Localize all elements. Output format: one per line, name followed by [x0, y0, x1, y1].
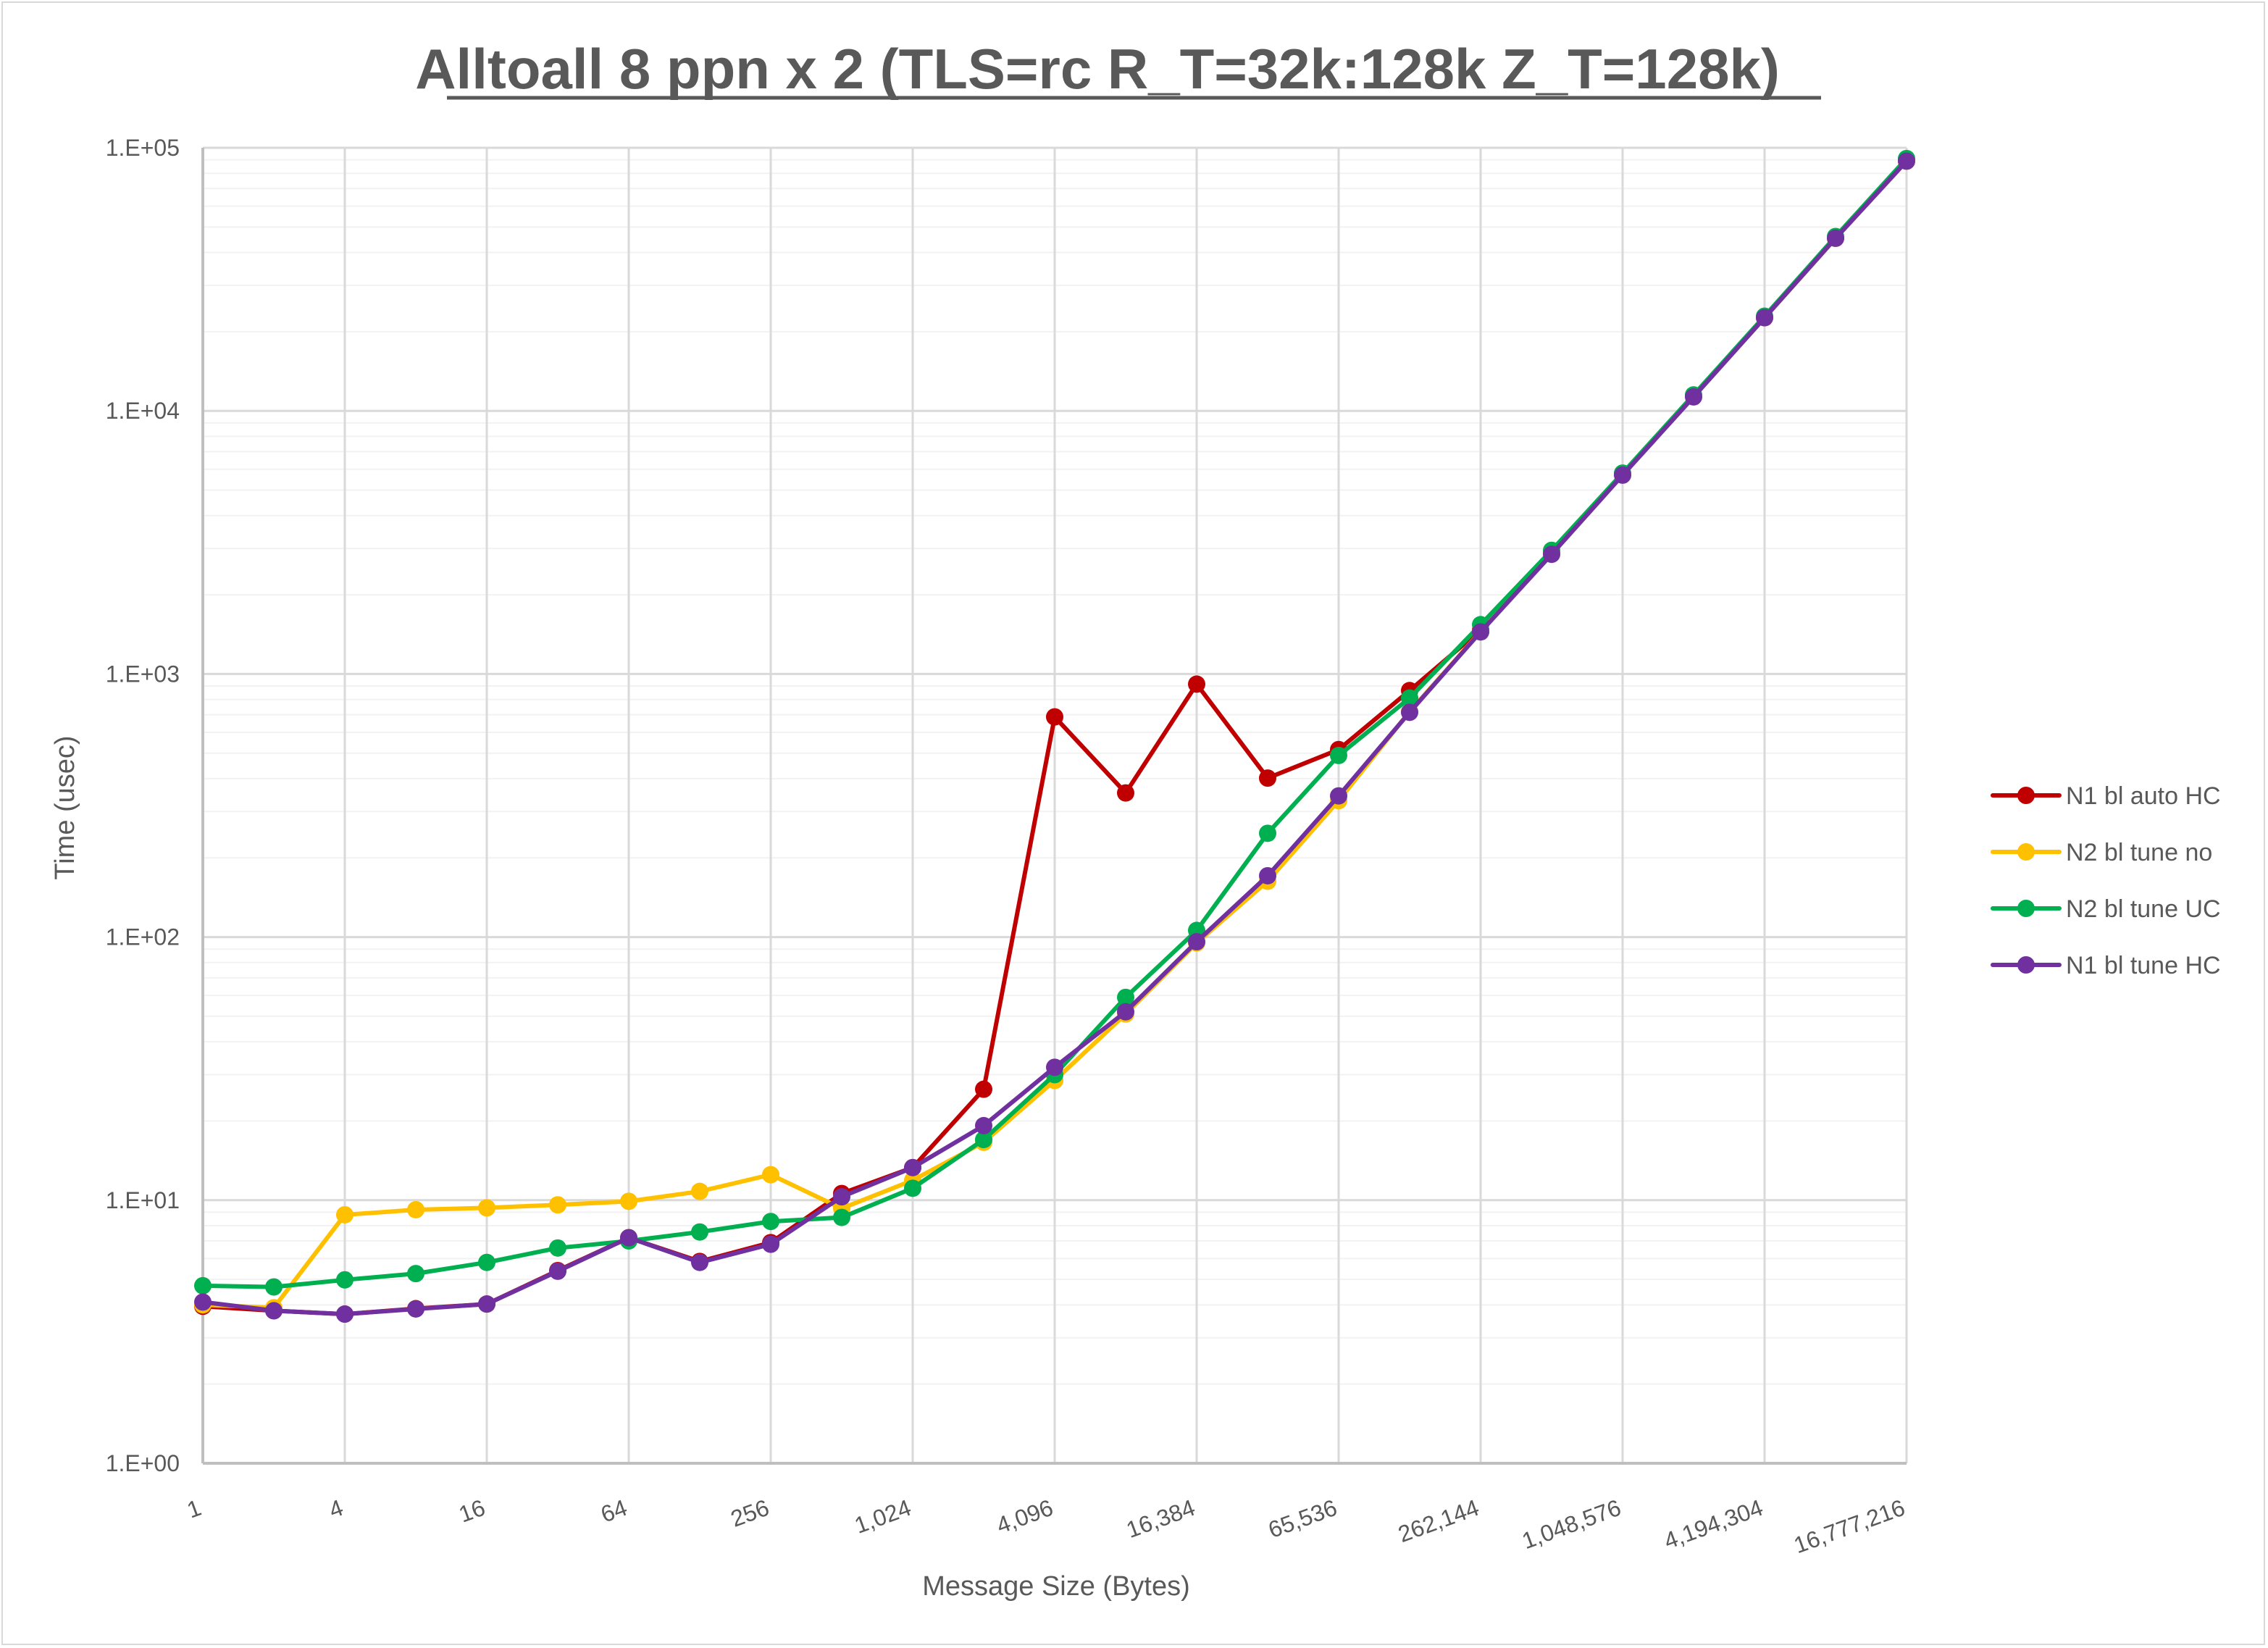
- data-point-marker: [762, 1213, 779, 1231]
- data-point-marker: [336, 1305, 353, 1323]
- data-point-marker: [1259, 824, 1276, 842]
- x-tick-label: 262,144: [1394, 1494, 1482, 1547]
- x-tick-label: 16,384: [1123, 1494, 1198, 1543]
- data-point-marker: [620, 1192, 637, 1210]
- data-point-marker: [1046, 1058, 1063, 1076]
- data-point-marker: [1188, 675, 1205, 693]
- data-point-marker: [691, 1223, 708, 1241]
- data-point-marker: [1188, 933, 1205, 951]
- x-tick-label: 1: [183, 1494, 204, 1523]
- data-point-marker: [762, 1235, 779, 1253]
- data-point-marker: [1330, 746, 1347, 764]
- data-point-marker: [478, 1199, 495, 1217]
- x-tick-label: 4,096: [993, 1494, 1057, 1539]
- data-point-marker: [549, 1239, 566, 1257]
- legend-label: N2 bl tune UC: [2066, 895, 2221, 923]
- data-point-marker: [194, 1276, 212, 1294]
- data-point-marker: [549, 1262, 566, 1280]
- y-tick-label: 1.E+04: [106, 398, 180, 424]
- data-point-marker: [1614, 466, 1631, 484]
- data-point-marker: [762, 1166, 779, 1184]
- legend: N1 bl auto HC N2 bl tune no N2 bl tune UC N…: [1991, 782, 2221, 979]
- legend-label: N1 bl auto HC: [2066, 782, 2221, 810]
- legend-label: N2 bl tune no: [2066, 839, 2212, 866]
- x-tick-label: 16: [456, 1494, 489, 1528]
- x-tick-label: 1,048,576: [1518, 1494, 1624, 1555]
- data-point-marker: [1117, 1003, 1134, 1021]
- data-point-marker: [1259, 769, 1276, 787]
- y-tick-label: 1.E+00: [106, 1450, 180, 1476]
- x-axis-tick-labels: 1 4 16 64 256 1,024 4,096 16,384 65,536 262,144 1,…: [183, 1494, 1908, 1559]
- y-tick-label: 1.E+01: [106, 1187, 180, 1213]
- chart-title: Alltoall 8 ppn x 2 (TLS=rc R_T=32k:128k …: [415, 37, 1780, 101]
- data-point-marker: [691, 1253, 708, 1271]
- x-tick-label: 256: [727, 1494, 772, 1532]
- legend-label: N1 bl tune HC: [2066, 952, 2221, 979]
- legend-item: N2 bl tune no: [1991, 839, 2212, 866]
- data-point-marker: [1756, 309, 1773, 327]
- series-layer: [194, 149, 1915, 1323]
- series-n1-bl-tune-hc: [194, 152, 1915, 1323]
- data-point-marker: [1330, 787, 1347, 805]
- x-tick-label: 16,777,216: [1791, 1494, 1909, 1559]
- data-point-marker: [336, 1271, 353, 1289]
- legend-marker-icon: [2017, 956, 2035, 974]
- y-tick-label: 1.E+05: [106, 135, 180, 161]
- data-point-marker: [1046, 708, 1063, 726]
- data-point-marker: [1685, 388, 1702, 406]
- data-point-marker: [194, 1293, 212, 1311]
- data-point-marker: [478, 1295, 495, 1313]
- x-tick-label: 1,024: [851, 1494, 915, 1539]
- data-point-marker: [1543, 545, 1560, 564]
- data-point-marker: [1401, 689, 1418, 707]
- data-point-marker: [1472, 623, 1489, 641]
- data-point-marker: [1898, 152, 1915, 170]
- legend-marker-icon: [2017, 900, 2035, 917]
- data-point-marker: [620, 1229, 637, 1247]
- legend-item: N1 bl auto HC: [1991, 782, 2221, 810]
- data-point-marker: [265, 1278, 283, 1296]
- data-point-marker: [904, 1158, 921, 1176]
- data-point-marker: [407, 1200, 424, 1218]
- x-tick-label: 4: [325, 1494, 346, 1523]
- legend-item: N1 bl tune HC: [1991, 952, 2221, 979]
- data-point-marker: [1117, 784, 1134, 802]
- data-point-marker: [407, 1300, 424, 1318]
- data-point-marker: [1827, 229, 1844, 247]
- data-point-marker: [478, 1253, 495, 1271]
- legend-marker-icon: [2017, 843, 2035, 861]
- data-point-marker: [407, 1265, 424, 1283]
- x-tick-label: 65,536: [1265, 1494, 1340, 1543]
- y-tick-label: 1.E+02: [106, 924, 180, 950]
- data-point-marker: [1401, 703, 1418, 721]
- x-tick-label: 64: [598, 1494, 631, 1528]
- data-point-marker: [833, 1208, 850, 1226]
- data-point-marker: [336, 1205, 353, 1224]
- data-point-marker: [691, 1182, 708, 1200]
- y-tick-label: 1.E+03: [106, 661, 180, 687]
- x-tick-label: 4,194,304: [1660, 1494, 1766, 1555]
- data-point-marker: [975, 1116, 992, 1134]
- data-point-marker: [549, 1196, 566, 1214]
- data-point-marker: [1259, 866, 1276, 884]
- data-point-marker: [904, 1179, 921, 1197]
- data-point-marker: [1117, 988, 1134, 1006]
- legend-item: N2 bl tune UC: [1991, 895, 2221, 923]
- y-axis-title: Time (usec): [50, 735, 80, 879]
- axes: [201, 148, 1907, 1465]
- data-point-marker: [265, 1302, 283, 1320]
- y-axis-tick-labels: 1.E+00 1.E+01 1.E+02 1.E+03 1.E+04 1.E+05: [106, 135, 180, 1476]
- x-axis-title: Message Size (Bytes): [922, 1571, 1190, 1602]
- data-point-marker: [975, 1080, 992, 1098]
- legend-marker-icon: [2017, 787, 2035, 804]
- data-point-marker: [833, 1188, 850, 1206]
- data-point-marker: [975, 1131, 992, 1149]
